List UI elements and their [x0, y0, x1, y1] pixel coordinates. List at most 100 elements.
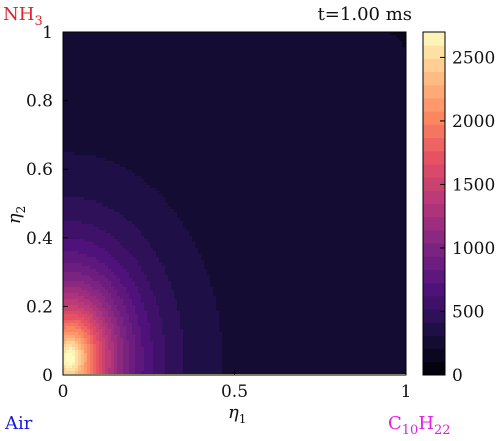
field-cell — [240, 80, 244, 84]
field-cell — [165, 44, 169, 48]
field-cell — [81, 113, 85, 117]
field-cell — [315, 38, 319, 42]
field-cell — [303, 128, 307, 132]
field-cell — [174, 113, 178, 117]
field-cell — [357, 125, 361, 129]
field-cell — [225, 86, 229, 90]
field-cell — [201, 77, 205, 81]
field-cell — [384, 62, 388, 66]
field-cell — [312, 80, 316, 84]
field-cell — [120, 59, 124, 63]
field-cell — [300, 53, 304, 57]
field-cell — [63, 98, 67, 102]
field-cell — [219, 107, 223, 111]
field-cell — [66, 101, 70, 105]
field-cell — [222, 107, 226, 111]
field-cell — [330, 65, 334, 69]
field-cell — [117, 38, 121, 42]
field-cell — [150, 68, 154, 72]
field-cell — [147, 62, 151, 66]
field-cell — [72, 62, 76, 66]
field-cell — [327, 74, 331, 78]
field-cell — [324, 38, 328, 42]
field-cell — [306, 98, 310, 102]
field-cell — [303, 38, 307, 42]
field-cell — [360, 62, 364, 66]
field-cell — [195, 77, 199, 81]
field-cell — [261, 104, 265, 108]
field-cell — [147, 137, 151, 141]
field-cell — [402, 92, 406, 96]
field-cell — [234, 68, 238, 72]
field-cell — [258, 71, 262, 75]
field-cell — [216, 47, 220, 51]
field-cell — [288, 65, 292, 69]
field-cell — [87, 110, 91, 114]
field-cell — [375, 125, 379, 129]
field-cell — [216, 101, 220, 105]
field-cell — [381, 131, 385, 135]
field-cell — [282, 125, 286, 129]
field-cell — [69, 107, 73, 111]
field-cell — [381, 125, 385, 129]
field-cell — [366, 53, 370, 57]
field-cell — [327, 53, 331, 57]
field-cell — [399, 47, 403, 51]
field-cell — [225, 131, 229, 135]
field-cell — [246, 92, 250, 96]
field-cell — [342, 119, 346, 123]
field-cell — [255, 134, 259, 138]
field-cell — [399, 98, 403, 102]
field-cell — [255, 86, 259, 90]
field-cell — [117, 137, 121, 141]
field-cell — [381, 113, 385, 117]
field-cell — [132, 107, 136, 111]
field-cell — [63, 92, 67, 96]
field-cell — [306, 41, 310, 45]
field-cell — [144, 128, 148, 132]
field-cell — [369, 56, 373, 60]
field-cell — [126, 110, 130, 114]
field-cell — [90, 107, 94, 111]
field-cell — [285, 56, 289, 60]
field-cell — [153, 119, 157, 123]
field-cell — [150, 134, 154, 138]
field-cell — [297, 35, 301, 39]
field-cell — [360, 38, 364, 42]
field-cell — [228, 56, 232, 60]
field-cell — [120, 134, 124, 138]
field-cell — [168, 134, 172, 138]
field-cell — [93, 35, 97, 39]
field-cell — [372, 89, 376, 93]
field-cell — [252, 131, 256, 135]
field-cell — [69, 38, 73, 42]
field-cell — [153, 86, 157, 90]
field-cell — [318, 41, 322, 45]
field-cell — [96, 101, 100, 105]
field-cell — [162, 83, 166, 87]
field-cell — [72, 41, 76, 45]
field-cell — [183, 101, 187, 105]
field-cell — [189, 104, 193, 108]
field-cell — [189, 98, 193, 102]
field-cell — [276, 110, 280, 114]
field-cell — [168, 119, 172, 123]
field-cell — [201, 110, 205, 114]
field-cell — [390, 47, 394, 51]
field-cell — [384, 131, 388, 135]
field-cell — [75, 62, 79, 66]
field-cell — [162, 41, 166, 45]
field-cell — [384, 134, 388, 138]
field-cell — [153, 89, 157, 93]
field-cell — [276, 32, 280, 36]
field-cell — [348, 62, 352, 66]
field-cell — [303, 119, 307, 123]
field-cell — [243, 41, 247, 45]
field-cell — [186, 134, 190, 138]
field-cell — [189, 62, 193, 66]
field-cell — [345, 50, 349, 54]
field-cell — [393, 92, 397, 96]
field-cell — [234, 131, 238, 135]
field-cell — [333, 83, 337, 87]
field-cell — [258, 116, 262, 120]
